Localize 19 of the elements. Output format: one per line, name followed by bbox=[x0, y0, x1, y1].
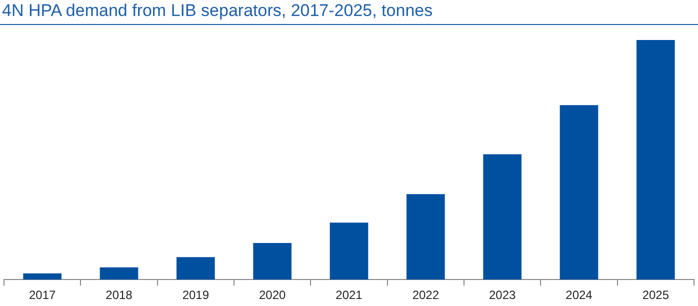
bar bbox=[100, 267, 138, 280]
x-tick-label: 2019 bbox=[182, 288, 210, 302]
bar bbox=[330, 222, 368, 280]
chart-title: 4N HPA demand from LIB separators, 2017-2025, tonnes bbox=[2, 1, 433, 21]
x-tick-label: 2018 bbox=[106, 288, 133, 302]
x-tick-label: 2021 bbox=[336, 288, 363, 302]
x-tick-label: 2024 bbox=[566, 288, 593, 302]
x-tick-label: 2025 bbox=[642, 288, 670, 302]
x-tick-label: 2017 bbox=[28, 288, 56, 302]
x-tick-label: 2023 bbox=[488, 288, 516, 302]
bar bbox=[23, 273, 62, 280]
bar bbox=[253, 242, 292, 280]
bar bbox=[406, 194, 445, 280]
bar bbox=[636, 40, 675, 280]
bar bbox=[483, 154, 522, 280]
bar bbox=[176, 257, 215, 280]
x-tick-label: 2022 bbox=[412, 288, 440, 302]
x-tick-label: 2020 bbox=[258, 288, 286, 302]
bar bbox=[560, 105, 598, 280]
